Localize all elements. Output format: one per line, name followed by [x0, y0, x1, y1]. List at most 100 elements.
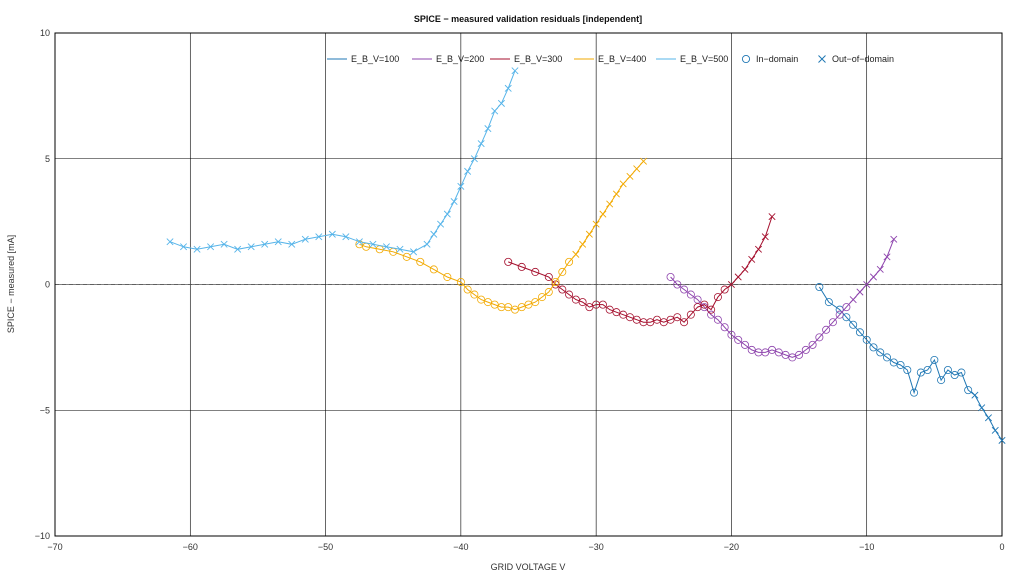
out-of-domain-point	[450, 197, 458, 206]
in-domain-point	[517, 303, 526, 312]
out-of-domain-point	[619, 180, 627, 188]
in-domain-point	[707, 310, 716, 319]
out-of-domain-point	[166, 238, 174, 246]
in-domain-point	[510, 305, 519, 314]
legend-label: E_B_V=500	[680, 54, 728, 64]
in-domain-point	[727, 330, 736, 339]
y-axis-label: SPICE − measured [mA]	[6, 235, 16, 333]
out-of-domain-point	[382, 243, 390, 251]
out-of-domain-point	[342, 233, 350, 241]
in-domain-point	[565, 257, 574, 266]
in-domain-point	[842, 313, 851, 322]
out-of-domain-point	[768, 213, 776, 221]
series-line	[508, 216, 773, 323]
out-of-domain-point	[599, 210, 607, 218]
in-domain-point	[517, 262, 526, 271]
in-domain-point	[824, 298, 833, 307]
in-domain-point	[355, 240, 364, 249]
out-of-domain-point	[849, 296, 857, 304]
in-domain-point	[957, 368, 966, 377]
out-of-domain-point	[998, 436, 1006, 444]
out-of-domain-point	[457, 182, 465, 190]
chart-title: SPICE − measured validation residuals [i…	[414, 14, 642, 24]
in-domain-point	[720, 323, 729, 332]
out-of-domain-point	[261, 240, 269, 248]
out-of-domain-point	[572, 250, 580, 258]
out-of-domain-point	[727, 280, 735, 289]
in-domain-point	[950, 371, 959, 380]
out-of-domain-point	[396, 245, 404, 253]
out-of-domain-point	[437, 220, 445, 228]
in-domain-point	[876, 348, 885, 357]
legend-label: E_B_V=300	[514, 54, 562, 64]
out-of-domain-point	[443, 210, 451, 218]
in-domain-point	[598, 300, 607, 309]
in-domain-point	[659, 318, 668, 327]
in-domain-point	[551, 277, 560, 286]
legend-item: E_B_V=100	[327, 54, 399, 64]
in-domain-point	[565, 290, 574, 299]
in-domain-point	[632, 315, 641, 324]
in-domain-point	[483, 298, 492, 307]
in-domain-point	[903, 366, 912, 375]
out-of-domain-point	[991, 426, 999, 434]
in-domain-point	[910, 388, 919, 397]
in-domain-point	[943, 366, 952, 375]
out-of-domain-point	[863, 280, 871, 289]
in-domain-point	[815, 333, 824, 342]
out-of-domain-point	[193, 245, 201, 253]
in-domain-point	[835, 305, 844, 314]
in-domain-point	[639, 318, 648, 327]
in-domain-point	[538, 293, 547, 302]
in-domain-point	[612, 308, 621, 317]
out-of-domain-point	[579, 240, 587, 248]
legend-circle-marker	[741, 54, 751, 64]
in-domain-point	[497, 303, 506, 312]
y-tick-label: 10	[40, 28, 50, 38]
in-domain-point	[828, 318, 837, 327]
series-e-b-v-100	[815, 283, 1006, 444]
out-of-domain-point	[470, 155, 478, 163]
out-of-domain-point	[984, 414, 992, 422]
legend-item: E_B_V=300	[490, 54, 562, 64]
x-tick-label: 0	[999, 542, 1004, 552]
out-of-domain-point	[504, 84, 512, 92]
legend: E_B_V=100 E_B_V=200 E_B_V=300 E_B_V=400 E_B_…	[327, 54, 894, 64]
out-of-domain-point	[247, 243, 255, 251]
out-of-domain-point	[734, 273, 742, 281]
in-domain-point	[788, 353, 797, 362]
in-domain-point	[734, 335, 743, 344]
in-domain-point	[808, 340, 817, 349]
in-domain-point	[883, 353, 892, 362]
out-of-domain-point	[606, 200, 614, 208]
in-domain-point	[680, 318, 689, 327]
in-domain-point	[456, 277, 465, 286]
series-e-b-v-200	[666, 235, 898, 362]
out-of-domain-point	[220, 240, 228, 248]
in-domain-point	[930, 355, 939, 364]
out-of-domain-point	[856, 288, 864, 296]
y-tick-label: −10	[35, 531, 50, 541]
out-of-domain-point	[464, 167, 472, 175]
series-line	[359, 160, 644, 311]
plot-area-frame	[54, 32, 1003, 537]
in-domain-point	[815, 283, 824, 292]
out-of-domain-point	[288, 240, 296, 248]
in-domain-point	[544, 272, 553, 281]
x-tick-label: −70	[47, 542, 62, 552]
legend-item: E_B_V=200	[412, 54, 484, 64]
out-of-domain-point	[497, 99, 505, 107]
out-of-domain-point	[355, 238, 363, 246]
out-of-domain-point	[869, 273, 877, 281]
in-domain-point	[646, 318, 655, 327]
out-of-domain-point	[971, 391, 979, 399]
x-tick-label: −10	[859, 542, 874, 552]
in-domain-point	[524, 300, 533, 309]
in-domain-point	[605, 305, 614, 314]
out-of-domain-point	[301, 235, 309, 243]
in-domain-point	[713, 293, 722, 302]
x-tick-label: −30	[589, 542, 604, 552]
in-domain-point	[531, 267, 540, 276]
in-domain-point	[923, 366, 932, 375]
in-domain-point	[558, 267, 567, 276]
